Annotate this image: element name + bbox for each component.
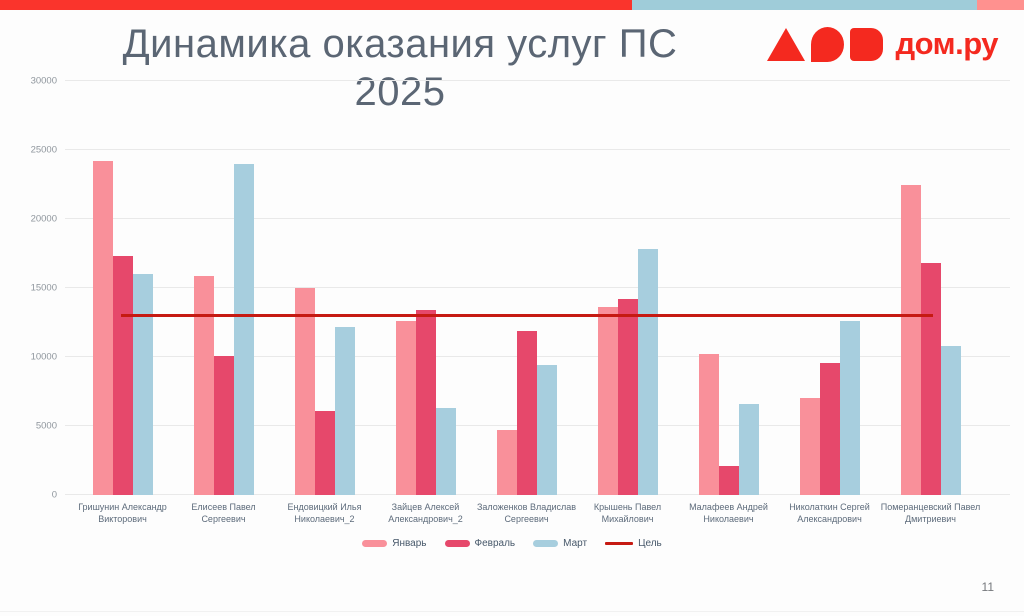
chart-legend: Январь Февраль Март Цель	[0, 538, 1024, 549]
bar-chart-plot-area: 0 5000 10000 15000 20000 25000 30000	[31, 76, 1010, 501]
bar-Февраль-2	[213, 355, 234, 495]
bar-Февраль-4	[415, 310, 436, 495]
bar-Февраль-3	[314, 410, 335, 495]
topbar-segment-salmon	[977, 0, 1024, 10]
bar-Февраль-5	[516, 330, 537, 495]
bar-Февраль-1	[112, 256, 133, 495]
bar-Март-1	[132, 274, 153, 495]
bar-Февраль-9	[920, 263, 941, 495]
bar-Февраль-8	[819, 362, 840, 495]
logo-wordmark: дом.ру	[895, 26, 998, 61]
legend-label: Февраль	[474, 538, 516, 549]
title-line-1: Динамика оказания услуг ПС	[122, 22, 678, 66]
y-axis-tick-15000: 15000	[30, 282, 57, 294]
bar-Март-3	[334, 326, 355, 495]
y-axis-tick-10000: 10000	[30, 351, 57, 363]
legend-item-Январь: Январь	[362, 538, 427, 549]
y-axis-tick-20000: 20000	[30, 213, 57, 225]
legend-swatch-icon	[444, 540, 470, 547]
bar-Январь-9	[900, 184, 921, 495]
bar-Март-8	[839, 321, 860, 495]
topbar-segment-blue	[632, 0, 977, 10]
legend-swatch-icon	[533, 540, 559, 547]
x-axis-label-9: Померанцевский Павел Дмитриевич	[880, 502, 981, 525]
logo-drop-icon	[811, 26, 845, 62]
legend-label: Март	[563, 538, 588, 549]
bottom-edge-divider	[0, 611, 1024, 612]
legend-item-Март: Март	[533, 538, 587, 549]
bar-Март-6	[637, 249, 658, 495]
bar-Март-7	[738, 403, 759, 495]
gridline-10000	[65, 356, 1010, 357]
y-axis-tick-25000: 25000	[30, 144, 57, 156]
x-axis-label-1: Гришунин Александр Викторович	[78, 502, 167, 525]
title-line-2: 2025	[354, 70, 446, 114]
x-axis-label-4: Зайцев Алексей Александрович_2	[388, 502, 463, 525]
legend-item-Цель: Цель	[605, 538, 662, 549]
gridline-20000	[65, 218, 1010, 219]
page-title: Динамика оказания услуг ПС 2025	[0, 20, 800, 116]
gridline-25000	[65, 149, 1010, 150]
x-axis-labels: Гришунин Александр Викторович Елисеев Пав…	[65, 501, 1010, 535]
x-axis-label-2: Елисеев Павел Сергеевич	[191, 502, 256, 525]
legend-swatch-icon	[362, 540, 388, 547]
bar-Январь-3	[294, 288, 315, 495]
bar-Март-5	[536, 365, 557, 495]
topbar-segment-red	[0, 0, 632, 10]
bar-Январь-4	[395, 321, 416, 495]
x-axis-label-3: Ендовицкий Илья Николаевич_2	[287, 502, 362, 525]
x-axis-label-5: Заложенков Владислав Сергеевич	[476, 502, 577, 525]
bar-Март-9	[940, 345, 961, 495]
bar-Январь-2	[193, 275, 214, 495]
logo-square-icon	[850, 27, 884, 61]
bar-Январь-7	[698, 354, 719, 495]
bar-Март-2	[233, 163, 254, 495]
legend-item-Февраль: Февраль	[444, 538, 516, 549]
legend-label: Январь	[392, 538, 427, 549]
bar-Январь-5	[496, 430, 517, 495]
bar-Март-4	[435, 408, 456, 495]
bar-Февраль-7	[718, 466, 739, 495]
y-axis-tick-30000: 30000	[30, 75, 57, 87]
bar-Январь-6	[597, 307, 618, 495]
x-axis-label-7: Малафеев Андрей Николаевич	[689, 502, 768, 525]
bar-Январь-8	[799, 398, 820, 495]
logo-triangle-icon	[767, 27, 806, 61]
x-axis-label-8: Николаткин Сергей Александрович	[789, 502, 870, 525]
legend-target-line-icon	[605, 542, 634, 545]
domru-logo: дом.ру	[767, 26, 998, 62]
gridline-15000	[65, 287, 1010, 288]
page-number: 11	[981, 580, 994, 594]
legend-label: Цель	[638, 538, 662, 549]
top-accent-bar	[0, 0, 1024, 10]
target-line	[120, 313, 933, 317]
gridline-30000	[65, 80, 1010, 81]
y-axis-tick-5000: 5000	[35, 420, 57, 432]
bar-Февраль-6	[617, 299, 638, 495]
x-axis-label-6: Крышень Павел Михайлович	[593, 502, 662, 525]
y-axis-tick-0: 0	[51, 489, 57, 501]
bar-Январь-1	[92, 161, 113, 495]
